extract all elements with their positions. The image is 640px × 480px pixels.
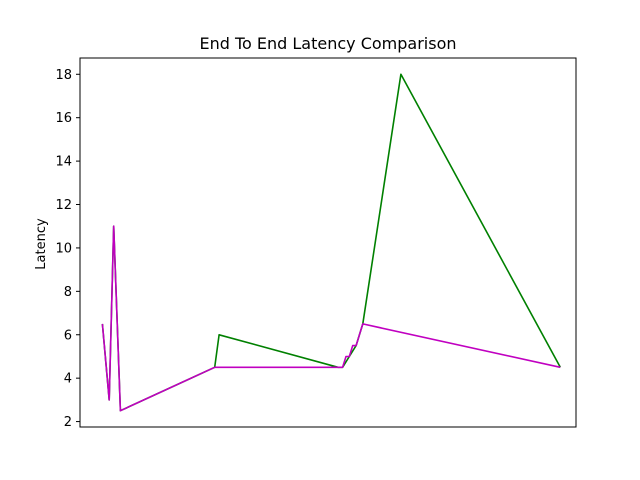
y-tick-label: 2 (64, 415, 72, 430)
plot-frame (79, 57, 577, 428)
series-line-2 (101, 225, 561, 412)
y-tick-label: 6 (64, 328, 72, 343)
y-tick-label: 8 (64, 285, 72, 300)
chart-title: End To End Latency Comparison (199, 34, 456, 53)
y-tick-label: 14 (55, 155, 72, 170)
y-axis-label: Latency (34, 218, 49, 270)
y-tick-label: 10 (55, 241, 72, 256)
y-tick-label: 4 (64, 372, 72, 387)
series-layer (101, 73, 562, 412)
y-tick-label: 18 (55, 68, 72, 83)
y-tick-label: 12 (55, 198, 72, 213)
y-ticks: 2 4 6 8 10 12 14 16 18 (55, 68, 80, 430)
y-tick-label: 16 (55, 111, 72, 126)
series-line-1 (101, 73, 562, 412)
